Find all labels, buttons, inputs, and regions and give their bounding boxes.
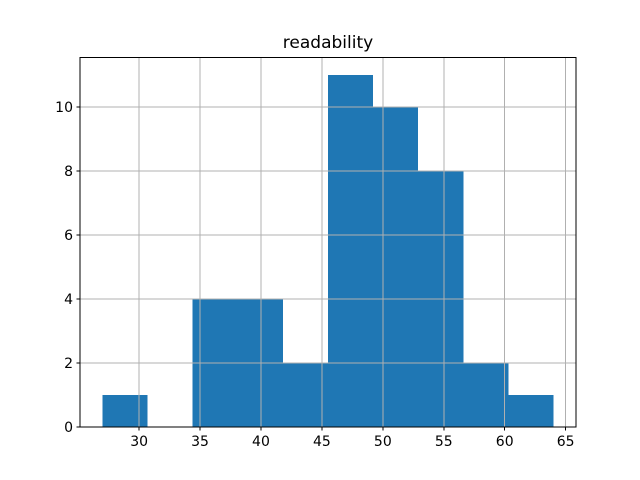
y-tick-label: 10 — [55, 100, 73, 116]
plot-border — [79, 57, 577, 428]
x-tick-label: 40 — [252, 434, 270, 450]
x-tick-label: 45 — [313, 434, 331, 450]
axes-layer: 30 35 40 45 50 55 60 65 0 2 4 6 8 10 — [55, 57, 577, 450]
histogram-bar — [328, 75, 374, 428]
histogram-bar — [282, 363, 328, 428]
y-tick-label: 2 — [64, 356, 73, 372]
bars-layer — [102, 75, 554, 428]
histogram-bar — [508, 395, 554, 428]
x-tick-label: 35 — [191, 434, 209, 450]
x-tick-label: 55 — [435, 434, 453, 450]
x-tick-label: 30 — [130, 434, 148, 450]
histogram-bar — [463, 363, 509, 428]
histogram-bar — [102, 395, 148, 428]
x-tick-label: 60 — [496, 434, 514, 450]
y-tick-label: 0 — [64, 420, 73, 436]
x-tick-label: 50 — [374, 434, 392, 450]
chart-title: readability — [283, 33, 373, 53]
y-tick-label: 8 — [64, 164, 73, 180]
x-tick-label: 65 — [557, 434, 575, 450]
histogram-bar — [373, 107, 419, 428]
y-tick-label: 6 — [64, 228, 73, 244]
y-tick-label: 4 — [64, 292, 73, 308]
